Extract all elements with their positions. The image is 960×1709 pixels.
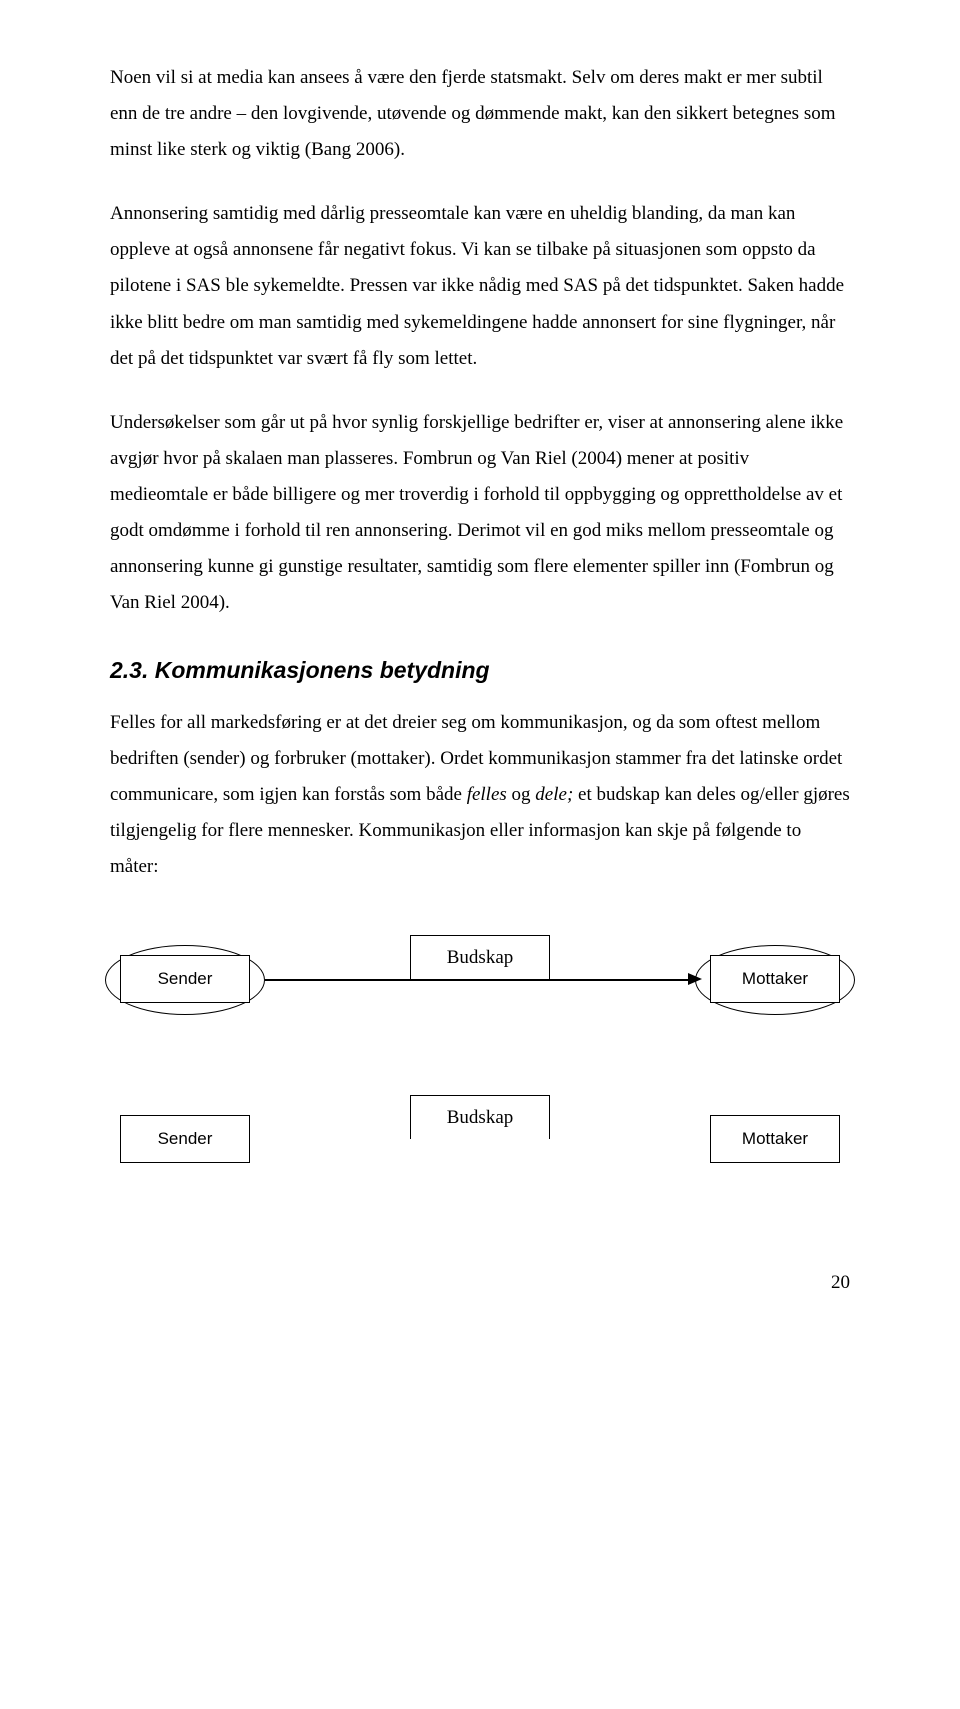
budskap-box: Budskap	[410, 1095, 550, 1139]
mottaker-box: Mottaker	[710, 955, 840, 1003]
sender-node: Sender	[120, 955, 250, 1003]
mottaker-box: Mottaker	[710, 1115, 840, 1163]
paragraph-2: Annonsering samtidig med dårlig presseom…	[110, 196, 850, 376]
sender-box: Sender	[120, 1115, 250, 1163]
sender-node: Sender	[120, 1115, 250, 1163]
p4-italic-1: felles	[467, 784, 507, 805]
p4-italic-2: dele;	[535, 784, 573, 805]
paragraph-4: Felles for all markedsføring er at det d…	[110, 705, 850, 885]
mottaker-node: Mottaker	[710, 955, 840, 1003]
diagram-row-1: Sender Budskap Mottaker	[110, 925, 850, 1055]
paragraph-1: Noen vil si at media kan ansees å være d…	[110, 60, 850, 168]
budskap-box: Budskap	[410, 935, 550, 979]
mottaker-node: Mottaker	[710, 1115, 840, 1163]
diagram-row-2: Sender Budskap Mottaker	[110, 1085, 850, 1215]
p4-mid: og	[507, 784, 536, 805]
communication-diagrams: Sender Budskap Mottaker Sender Budskap M…	[110, 925, 850, 1215]
section-heading: 2.3. Kommunikasjonens betydning	[110, 649, 850, 693]
sender-box: Sender	[120, 955, 250, 1003]
arrow-head-icon	[688, 973, 702, 985]
arrow-line	[265, 979, 695, 981]
paragraph-3: Undersøkelser som går ut på hvor synlig …	[110, 405, 850, 622]
page-number: 20	[110, 1265, 850, 1301]
